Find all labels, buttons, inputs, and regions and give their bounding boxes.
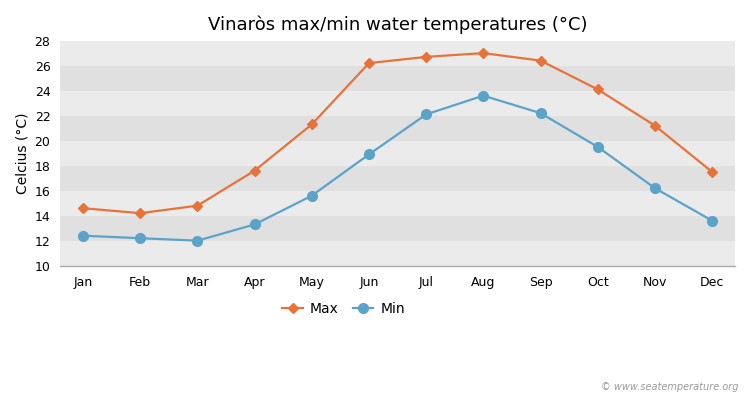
Bar bbox=[60, 241, 735, 266]
Min bbox=[478, 93, 488, 98]
Bar bbox=[60, 141, 735, 166]
Bar bbox=[60, 166, 735, 191]
Max bbox=[364, 61, 374, 66]
Max bbox=[478, 51, 488, 56]
Max bbox=[193, 203, 202, 208]
Bar bbox=[60, 91, 735, 116]
Bar bbox=[60, 66, 735, 91]
Bar bbox=[60, 116, 735, 141]
Max bbox=[707, 170, 716, 174]
Min bbox=[422, 112, 430, 117]
Max bbox=[422, 54, 430, 59]
Max bbox=[536, 58, 545, 63]
Text: © www.seatemperature.org: © www.seatemperature.org bbox=[602, 382, 739, 392]
Min bbox=[79, 233, 88, 238]
Max bbox=[650, 123, 659, 128]
Bar bbox=[60, 191, 735, 216]
Bar bbox=[60, 41, 735, 66]
Min bbox=[193, 238, 202, 243]
Min bbox=[707, 218, 716, 223]
Line: Max: Max bbox=[80, 50, 716, 217]
Max bbox=[136, 211, 145, 216]
Min bbox=[536, 111, 545, 116]
Legend: Max, Min: Max, Min bbox=[277, 297, 410, 322]
Max bbox=[79, 206, 88, 210]
Min bbox=[364, 152, 374, 157]
Min bbox=[250, 222, 259, 227]
Max bbox=[308, 122, 316, 127]
Max bbox=[593, 87, 602, 92]
Min bbox=[308, 193, 316, 198]
Line: Min: Min bbox=[78, 91, 717, 246]
Y-axis label: Celcius (°C): Celcius (°C) bbox=[15, 112, 29, 194]
Min bbox=[136, 236, 145, 240]
Min bbox=[650, 186, 659, 190]
Title: Vinaròs max/min water temperatures (°C): Vinaròs max/min water temperatures (°C) bbox=[208, 15, 587, 34]
Min bbox=[593, 144, 602, 149]
Bar bbox=[60, 216, 735, 241]
Max bbox=[250, 168, 259, 173]
